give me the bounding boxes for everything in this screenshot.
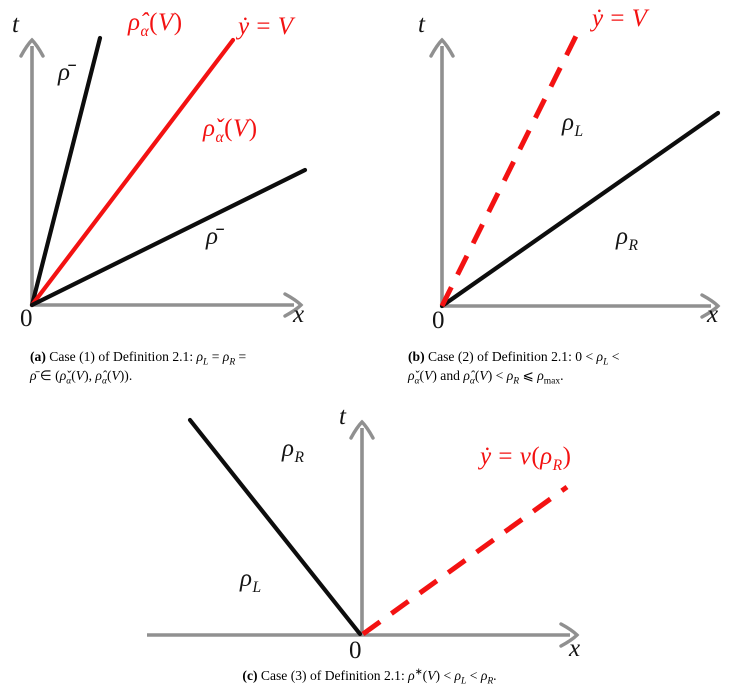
fig-a-t-axis-arrowhead [19, 37, 45, 58]
fig-b-t-axis-label: t [418, 11, 426, 38]
fig-c-waves [187, 417, 569, 637]
fig-b-x-axis-arrowhead [700, 293, 721, 319]
fig-b-black-line [439, 110, 721, 309]
fig-b-red-dashed-line [439, 26, 583, 308]
fig-b-axes [429, 37, 721, 319]
fig-c-black-line [187, 417, 363, 637]
fig-c-rho-R-label: ρR [282, 435, 305, 466]
fig-b-t-axis-arrowhead [429, 37, 455, 58]
caption-c-line1: (c) Case (3) of Definition 2.1: ρ∗(V) < … [242, 667, 497, 687]
fig-a-x-axis-arrowhead [283, 292, 304, 318]
fig-a-steep-black-line [29, 35, 103, 308]
fig-a-rho-check-label: ρ̌α(V) [203, 115, 258, 146]
fig-c-t-axis-label: t [339, 403, 347, 430]
fig-a-x-axis-label: x [293, 301, 305, 328]
fig-a-t-axis-label: t [12, 11, 20, 38]
caption-a: (a) Case (1) of Definition 2.1: ρL = ρR … [30, 347, 360, 387]
caption-c: (c) Case (3) of Definition 2.1: ρ∗(V) < … [0, 666, 739, 687]
fig-a-waves [29, 35, 308, 308]
fig-a-shallow-black-line [29, 167, 308, 308]
fig-a-rho-hat-label: ρ̂α(V) [128, 9, 183, 40]
fig-b-waves [439, 26, 721, 309]
caption-b-line1: (b) Case (2) of Definition 2.1: 0 < ρL < [408, 349, 620, 368]
fig-a-rho-bar-lower-label: ρ̄ [206, 223, 219, 250]
fig-b-origin-label: 0 [432, 307, 445, 334]
fig-c-red-dashed-line [361, 484, 569, 637]
fig-a-rho-bar-upper-label: ρ̄ [58, 59, 71, 86]
fig-b-x-axis-label: x [707, 301, 719, 328]
fig-c-x-axis-arrowhead [559, 622, 580, 648]
caption-a-line1: (a) Case (1) of Definition 2.1: ρL = ρR … [30, 349, 247, 368]
fig-c-x-axis-label: x [569, 635, 581, 662]
fig-c-t-axis-arrowhead [349, 419, 375, 440]
fig-c-origin-label: 0 [349, 637, 362, 664]
fig-a-red-line [29, 37, 236, 308]
fig-c-rho-L-label: ρL [240, 565, 262, 596]
fig-b-ydot-equals-v-label: ẏ = V [592, 5, 648, 32]
caption-a-line2: ρ̄ ∈ (ρ̌α(V), ρ̂α(V)). [30, 368, 133, 387]
fig-b-rho-R-label: ρR [616, 223, 639, 254]
fig-b-rho-L-label: ρL [562, 109, 584, 140]
fig-a-origin-label: 0 [20, 305, 33, 332]
caption-b: (b) Case (2) of Definition 2.1: 0 < ρL <… [408, 347, 738, 387]
fig-a-ydot-equals-v-label: ẏ = V [238, 13, 294, 40]
fig-a-axes [19, 37, 304, 318]
fig-c-ydot-equals-v-rho-R-label: ẏ = v(ρR) [480, 443, 572, 474]
caption-b-line2: ρ̌α(V) and ρ̂α(V) < ρR ⩽ ρmax. [408, 368, 564, 387]
